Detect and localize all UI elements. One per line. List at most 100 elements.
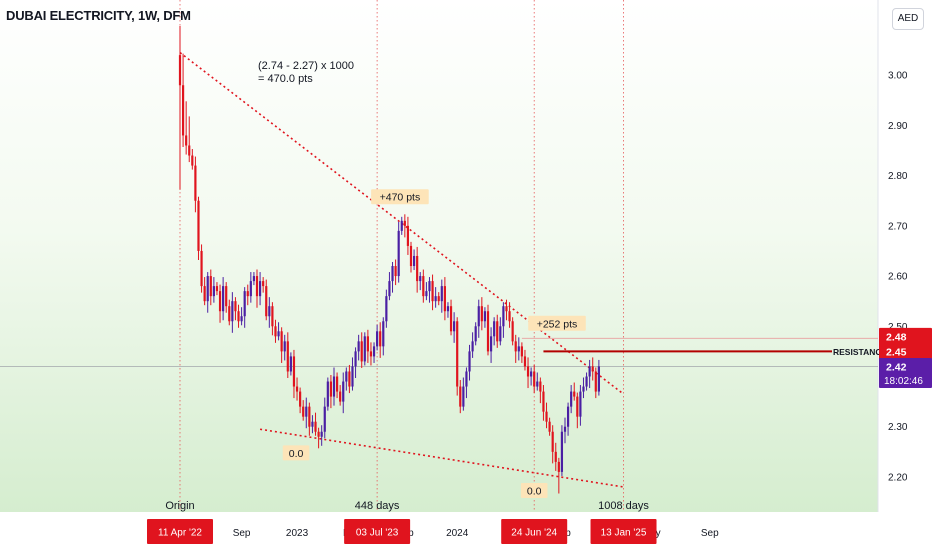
- candle-body-25: [255, 276, 259, 297]
- candle-body-120: [548, 421, 551, 432]
- candle-body-123: [557, 461, 560, 472]
- candle-body-96: [474, 326, 477, 342]
- price-tag-1: 2.45: [886, 346, 907, 358]
- candle-body-23: [249, 281, 252, 297]
- candle-body-11: [212, 286, 215, 297]
- candle-body-54: [345, 371, 348, 382]
- candle-body-91: [459, 386, 462, 407]
- candle-body-10: [209, 276, 212, 297]
- candle-body-39: [299, 391, 302, 407]
- candle-body-9: [206, 276, 209, 302]
- candle-body-36: [289, 356, 292, 372]
- candle-body-115: [533, 371, 536, 387]
- y-tick-2: 2.80: [888, 171, 908, 182]
- candle-body-103: [496, 321, 499, 342]
- candle-body-66: [382, 321, 385, 347]
- candle-body-63: [372, 346, 376, 357]
- candle-body-45: [317, 431, 320, 437]
- candle-body-104: [499, 326, 502, 342]
- candle-body-82: [431, 281, 434, 302]
- candle-body-62: [369, 351, 373, 357]
- candle-body-58: [357, 341, 360, 352]
- candle-body-81: [428, 281, 431, 292]
- candle-body-86: [443, 286, 446, 312]
- candle-body-124: [560, 431, 564, 472]
- candle-body-133: [588, 366, 591, 377]
- candle-body-95: [471, 341, 474, 352]
- price-tag-box-1: [879, 342, 932, 360]
- candle-body-4: [191, 155, 194, 166]
- candle-body-112: [523, 356, 527, 367]
- candle-body-83: [434, 296, 437, 302]
- date-tag-3: 13 Jan '25: [601, 528, 647, 539]
- x-tick-0: Sep: [233, 528, 251, 539]
- candle-body-100: [486, 311, 490, 352]
- candle-body-106: [505, 306, 508, 312]
- candle-body-109: [514, 341, 517, 352]
- candle-body-50: [332, 376, 336, 397]
- candle-body-110: [517, 346, 520, 352]
- y-tick-5: 2.50: [888, 322, 908, 333]
- candle-body-21: [243, 291, 246, 317]
- candle-body-69: [391, 266, 394, 282]
- chart-title: DUBAI ELECTRICITY, 1W, DFM: [6, 8, 191, 23]
- price-tag-box-2: [879, 357, 932, 388]
- annotation-box-2: [282, 445, 310, 461]
- candle-body-38: [295, 386, 299, 392]
- candle-body-94: [468, 351, 471, 372]
- price-tag-2: 2.42: [886, 361, 907, 373]
- annotation-box-1: [528, 315, 586, 331]
- measurement-note-line1: (2.74 - 2.27) x 1000: [258, 60, 355, 72]
- x-tick-1: 2023: [286, 528, 309, 539]
- resistance-label: RESISTANCE: [833, 347, 887, 357]
- annotation-label-2: 0.0: [289, 448, 304, 460]
- candle-body-126: [566, 406, 570, 427]
- candle-body-113: [526, 366, 530, 377]
- candle-body-76: [412, 255, 416, 267]
- candle-body-108: [511, 321, 514, 342]
- candle-body-121: [551, 431, 554, 452]
- candle-body-79: [422, 276, 425, 297]
- candle-body-85: [440, 286, 443, 302]
- measurement-note-line2: = 470.0 pts: [258, 73, 313, 85]
- y-tick-8: 2.20: [888, 472, 908, 483]
- candle-body-114: [530, 371, 533, 377]
- candle-body-61: [366, 336, 369, 352]
- candle-body-131: [582, 386, 585, 392]
- candle-body-51: [335, 376, 339, 392]
- annotation-box-3: [520, 483, 548, 498]
- trendline-upper: [179, 51, 625, 395]
- candle-body-0: [178, 55, 182, 86]
- candle-body-26: [258, 281, 262, 297]
- candle-body-52: [339, 391, 342, 402]
- candle-body-90: [456, 321, 459, 387]
- candle-body-92: [462, 386, 465, 407]
- candle-body-134: [591, 366, 594, 372]
- candle-body-101: [489, 336, 493, 352]
- price-tag-box-0: [879, 327, 932, 345]
- candle-body-84: [437, 296, 440, 302]
- candle-body-7: [200, 250, 203, 287]
- currency-selector[interactable]: AED: [892, 8, 924, 30]
- candle-body-56: [351, 366, 354, 387]
- candle-body-3: [188, 145, 191, 156]
- candle-body-5: [194, 165, 197, 201]
- candle-body-31: [274, 326, 277, 337]
- candle-body-97: [477, 306, 480, 327]
- measurement-note: (2.74 - 2.27) x 1000 = 470.0 pts: [258, 60, 354, 86]
- date-tag-1: 03 Jul '23: [356, 528, 399, 539]
- candle-body-13: [218, 291, 222, 312]
- candle-body-2: [185, 135, 188, 146]
- candle-body-28: [265, 286, 268, 317]
- candle-body-46: [320, 431, 323, 437]
- price-tag-0: 2.48: [886, 331, 907, 343]
- candle-body-30: [271, 306, 274, 327]
- y-tick-1: 2.90: [888, 121, 908, 132]
- candle-body-22: [246, 291, 249, 297]
- candle-body-49: [329, 381, 333, 397]
- candle-body-14: [222, 286, 225, 312]
- y-tick-3: 2.70: [888, 221, 908, 232]
- candle-body-40: [302, 406, 305, 417]
- candle-body-119: [545, 411, 548, 422]
